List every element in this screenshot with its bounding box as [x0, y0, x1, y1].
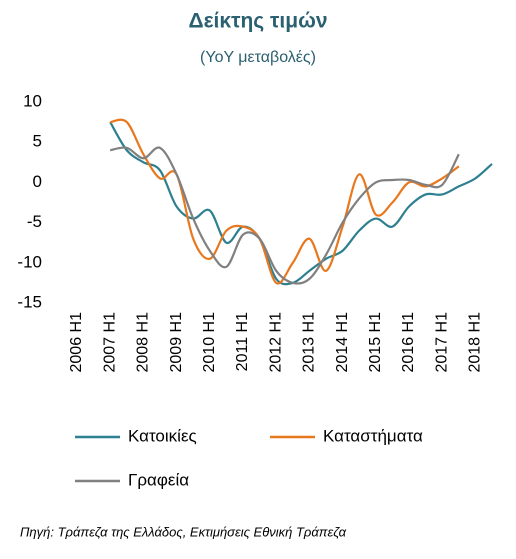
y-tick-label: -10	[17, 252, 42, 271]
legend-label: Καταστήματα	[323, 426, 423, 445]
data-line	[109, 146, 460, 285]
source-note: Πηγή: Τράπεζα της Ελλάδος, Εκτιμήσεις Εθ…	[20, 524, 347, 539]
x-tick-label: 2015 H1	[367, 312, 384, 373]
x-tick-label: 2011 H1	[234, 312, 251, 371]
x-tick-label: 2007 H1	[101, 312, 118, 373]
x-tick-label: 2009 H1	[168, 312, 185, 373]
chart-subtitle: (YoY μεταβολές)	[200, 49, 316, 66]
x-tick-label: 2006 H1	[68, 312, 85, 373]
y-tick-label: 5	[33, 132, 42, 151]
data-line	[110, 118, 460, 285]
x-tick-label: 2018 H1	[467, 312, 484, 373]
data-line	[109, 121, 493, 286]
x-tick-label: 2012 H1	[267, 312, 284, 373]
x-tick-label: 2010 H1	[201, 312, 218, 373]
x-tick-label: 2014 H1	[334, 312, 351, 373]
y-tick-label: 0	[33, 172, 42, 191]
x-tick-label: 2013 H1	[301, 312, 318, 373]
x-tick-label: 2016 H1	[400, 312, 417, 373]
chart-title: Δείκτης τιμών	[188, 10, 327, 33]
x-tick-label: 2017 H1	[433, 312, 450, 373]
y-tick-label: -15	[17, 292, 42, 311]
y-tick-label: -5	[27, 212, 42, 231]
legend-label: Κατοικίες	[128, 426, 197, 445]
legend-label: Γραφεία	[128, 470, 189, 489]
y-tick-label: 10	[23, 91, 42, 110]
x-tick-label: 2008 H1	[135, 312, 152, 373]
